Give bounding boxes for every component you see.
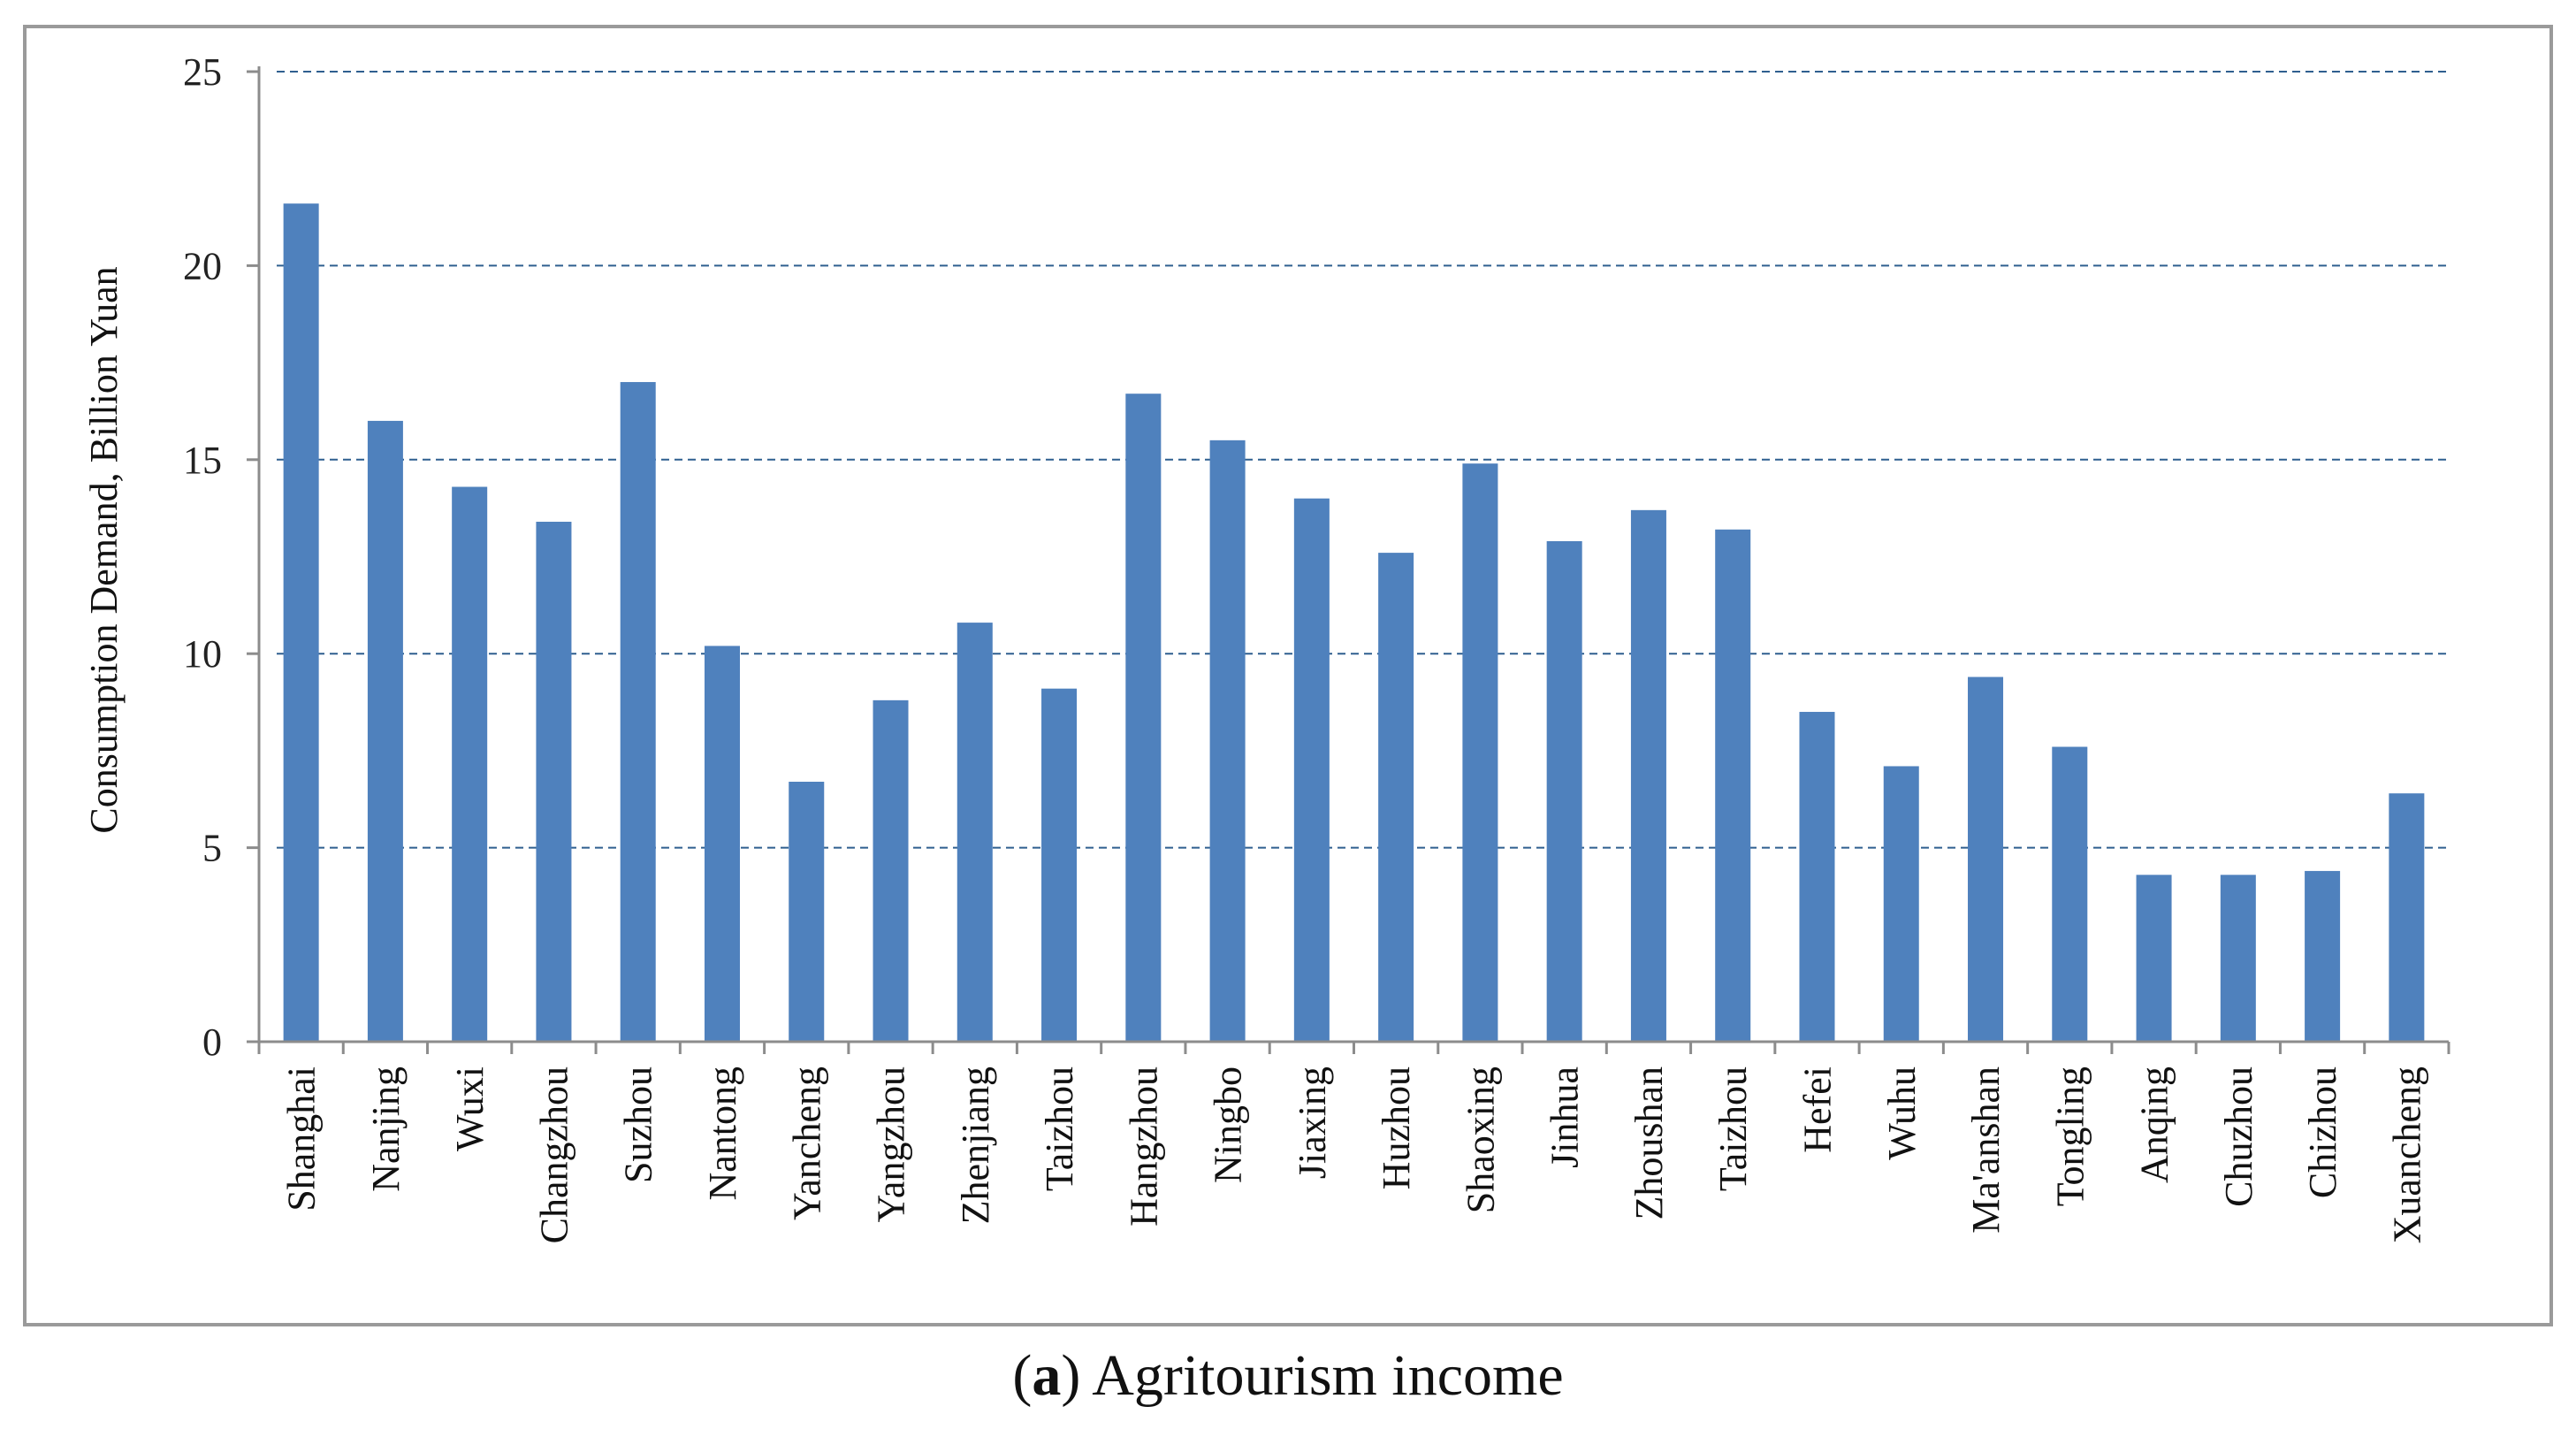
x-tick-label: Suzhou [617,1066,660,1183]
bar-anqing [2136,875,2172,1042]
x-tick-label: Chizhou [2301,1066,2344,1198]
bar-shanghai [283,203,319,1042]
bar-changzhou [536,522,572,1042]
x-tick-label: Jinhua [1543,1066,1587,1168]
bar-nantong [704,646,740,1042]
bar-ningbo [1209,440,1246,1042]
x-tick-label: Ningbo [1207,1066,1250,1183]
x-tick-label: Xuancheng [2385,1066,2428,1243]
x-tick-label: Yancheng [785,1066,828,1220]
x-tick-label: Ma'anshan [1964,1066,2008,1234]
x-tick-label: Huzhou [1375,1066,1418,1189]
x-tick-label: Tongling [2048,1066,2092,1206]
y-tick-label: 0 [202,1020,222,1064]
bar-nanjing [367,420,403,1042]
x-tick-label: Zhoushan [1627,1066,1671,1220]
bar-wuxi [452,486,488,1042]
bar-zhenjiang [956,623,993,1042]
x-tick-label: Taizhou [1038,1066,1081,1191]
bar-huzhou [1378,553,1414,1042]
x-tick-label: Yangzhou [870,1066,913,1222]
bar-hefei [1799,712,1835,1042]
y-tick-label: 5 [202,827,222,870]
bar-suzhou [620,382,656,1042]
x-tick-label: Shanghai [280,1066,324,1212]
x-tick-label: Wuxi [448,1066,492,1151]
x-tick-label: Changzhou [532,1066,575,1243]
y-tick-label: 20 [183,244,222,287]
bar-taizhou [1041,688,1078,1042]
bar-taizhou [1715,529,1751,1042]
bar-maanshan [1968,676,2004,1042]
bar-tongling [2052,746,2088,1042]
x-tick-label: Wuhu [1880,1066,1924,1160]
x-tick-label: Nantong [701,1066,744,1201]
y-axis-label: Consumption Demand, Billion Yuan [82,266,126,833]
bar-chuzhou [2220,875,2256,1042]
x-tick-label: Zhenjiang [954,1066,997,1224]
bar-wuhu [1883,766,1919,1042]
bar-shaoxing [1462,463,1498,1042]
bar-yangzhou [873,699,909,1042]
caption-label: a [1032,1343,1062,1408]
bar-jiaxing [1293,498,1330,1042]
bar-yancheng [789,782,825,1042]
x-tick-label: Hangzhou [1122,1066,1165,1227]
y-tick-label: 25 [183,50,222,94]
bar-jinhua [1546,540,1582,1042]
x-tick-label: Chuzhou [2217,1066,2260,1207]
bar-chart: 0 5 10 15 20 25 Shanghai Nanjing Wuxi Changzhou S… [82,50,2450,1243]
caption-text: Agritourism income [1092,1343,1564,1408]
x-tick-label: Hefei [1795,1066,1839,1153]
x-tick-label: Shaoxing [1459,1066,1502,1213]
y-tick-label: 10 [183,632,222,676]
x-tick-label: Anqing [2133,1066,2176,1183]
x-tick-label: Taizhou [1711,1066,1755,1191]
chart-frame: 0 5 10 15 20 25 Shanghai Nanjing Wuxi Changzhou S… [23,25,2553,1326]
bar-hangzhou [1125,394,1162,1043]
bar-xuancheng [2389,793,2425,1042]
y-tick-label: 15 [183,439,222,482]
bar-chizhou [2305,870,2341,1042]
figure-caption: (a) Agritourism income [1012,1343,1564,1408]
x-tick-label: Jiaxing [1291,1066,1334,1179]
x-tick-label: Nanjing [364,1066,408,1192]
bar-zhoushan [1630,509,1666,1042]
